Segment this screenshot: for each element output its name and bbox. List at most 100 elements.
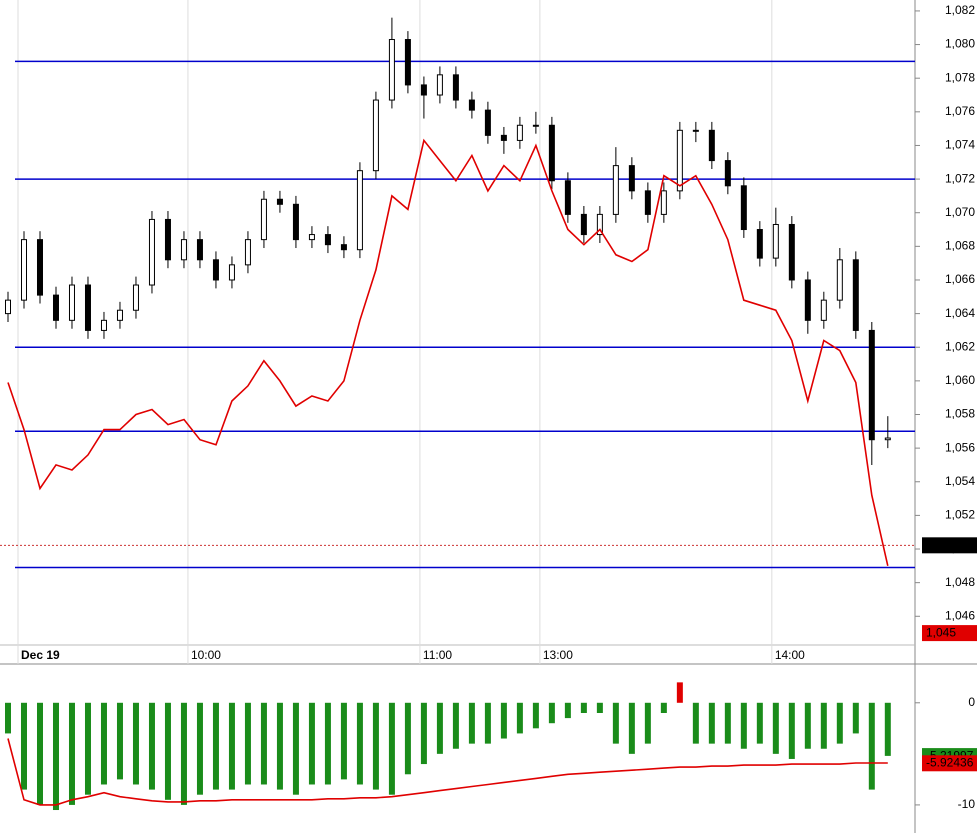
histogram-bar: [644, 702, 651, 744]
x-tick-label: 13:00: [543, 648, 573, 662]
histogram-bar: [308, 702, 315, 785]
histogram-bar: [756, 702, 763, 744]
candle-body: [468, 99, 475, 111]
price-tag-label: 1,045: [926, 625, 956, 639]
histogram-bar: [452, 702, 459, 749]
histogram-bar: [36, 702, 43, 805]
histogram-bar: [388, 702, 395, 795]
candle-body: [484, 109, 491, 136]
histogram-bar: [164, 702, 171, 800]
histogram-bar: [676, 682, 683, 703]
y-tick-label: 1,056: [945, 440, 975, 454]
histogram-bar: [180, 702, 187, 805]
candle-body: [436, 74, 443, 96]
histogram-bar: [52, 702, 59, 811]
candle-body: [228, 264, 235, 281]
histogram-bar: [788, 702, 795, 759]
histogram-bar: [196, 702, 203, 795]
histogram-bar: [468, 702, 475, 744]
histogram-bar: [804, 702, 811, 749]
candle-body: [740, 185, 747, 231]
y-tick-label: 1,076: [945, 104, 975, 118]
candle-body: [868, 329, 875, 441]
y-tick-label: 1,072: [945, 171, 975, 185]
histogram-bar: [372, 702, 379, 790]
candle-body: [340, 244, 347, 251]
candle-body: [692, 129, 699, 132]
histogram-bar: [212, 702, 219, 790]
histogram-bar: [484, 702, 491, 744]
candle-body: [20, 239, 27, 301]
histogram-bar: [420, 702, 427, 765]
x-tick-label: 10:00: [191, 648, 221, 662]
y-tick-label: 1,052: [945, 508, 975, 522]
histogram-bar: [516, 702, 523, 734]
y-tick-label: 1,068: [945, 239, 975, 253]
price-tag-label: 1,050.22: [926, 537, 973, 551]
candle-body: [100, 319, 107, 331]
candle-body: [548, 124, 555, 182]
y-tick-label: 1,062: [945, 339, 975, 353]
line-series: [7, 738, 888, 806]
y-tick-label: 1,080: [945, 37, 975, 51]
histogram-bar: [628, 702, 635, 754]
histogram-bar: [404, 702, 411, 775]
candle-body: [52, 294, 59, 321]
candle-body: [356, 170, 363, 251]
candle-body: [276, 198, 283, 205]
candle-body: [804, 279, 811, 321]
candle-body: [372, 99, 379, 172]
candle-body: [292, 203, 299, 241]
histogram-bar: [228, 702, 235, 790]
histogram-bar: [612, 702, 619, 744]
histogram-bar: [740, 702, 747, 749]
candle-body: [852, 259, 859, 331]
candle-body: [196, 239, 203, 261]
y-tick-label: 1,066: [945, 272, 975, 286]
histogram-bar: [116, 702, 123, 780]
candle-body: [884, 437, 891, 441]
candle-body: [756, 229, 763, 259]
y-tick-label: 1,064: [945, 306, 975, 320]
histogram-bar: [724, 702, 731, 744]
candle-body: [772, 223, 779, 259]
histogram-bar: [340, 702, 347, 780]
candle-body: [180, 239, 187, 261]
candle-body: [4, 299, 11, 315]
candle-body: [116, 309, 123, 321]
x-tick-label: Dec 19: [21, 648, 60, 662]
histogram-bar: [820, 702, 827, 749]
candle-body: [68, 284, 75, 321]
candle-body: [836, 259, 843, 301]
candle-body: [628, 165, 635, 192]
histogram-bar: [500, 702, 507, 739]
histogram-bar: [148, 702, 155, 790]
histogram-bar: [884, 702, 891, 756]
candle-body: [452, 74, 459, 101]
histogram-bar: [68, 702, 75, 805]
candle-body: [324, 234, 331, 246]
y-tick-label: -10: [958, 797, 976, 811]
histogram-bar: [20, 702, 27, 790]
histogram-bar: [292, 702, 299, 795]
y-tick-label: 1,048: [945, 575, 975, 589]
candle-body: [388, 39, 395, 101]
candle-body: [708, 129, 715, 162]
y-tick-label: 1,082: [945, 3, 975, 17]
histogram-bar: [772, 702, 779, 754]
line-series: [7, 138, 889, 566]
histogram-bar: [548, 702, 555, 724]
histogram-bar: [356, 702, 363, 785]
candle-body: [84, 284, 91, 331]
candle-body: [244, 239, 251, 266]
histogram-bar: [580, 702, 587, 713]
y-tick-label: 0: [968, 695, 975, 709]
histogram-bar: [852, 702, 859, 734]
price-tag: [922, 755, 977, 772]
y-tick-label: 1,070: [945, 205, 975, 219]
candle-body: [532, 124, 539, 127]
histogram-bar: [708, 702, 715, 744]
candle-body: [420, 84, 427, 96]
